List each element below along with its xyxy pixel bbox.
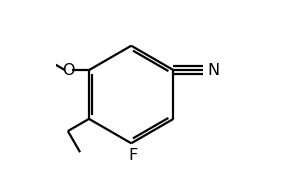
Text: N: N xyxy=(208,63,220,78)
Text: O: O xyxy=(62,63,74,78)
Text: F: F xyxy=(128,148,138,163)
